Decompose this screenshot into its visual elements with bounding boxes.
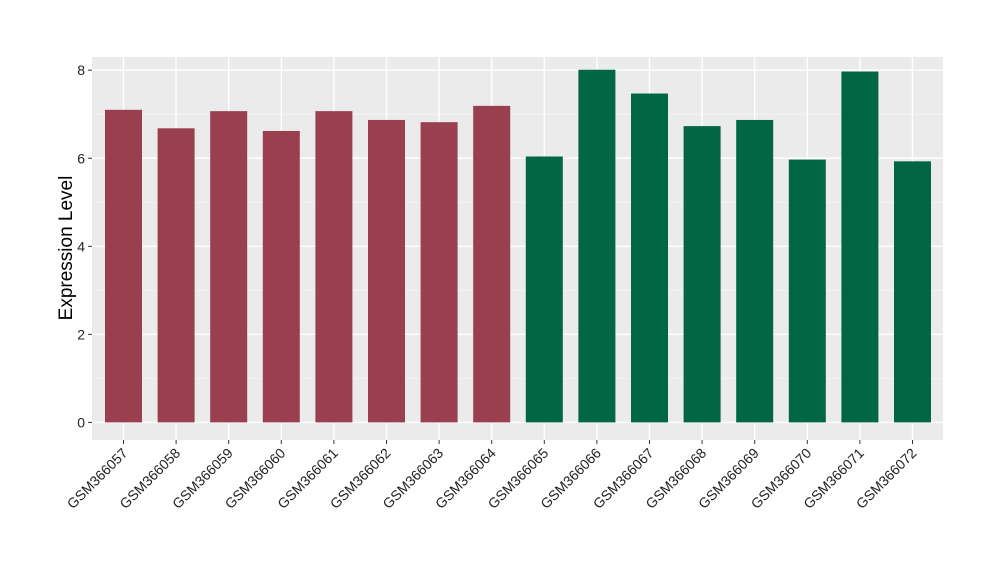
bar-GSM366067 [631, 93, 668, 423]
y-tick-label: 4 [77, 238, 85, 254]
y-tick-label: 6 [77, 150, 85, 166]
y-tick-label: 8 [77, 62, 85, 78]
bar-GSM366066 [578, 69, 616, 423]
y-tick-label: 0 [77, 414, 85, 430]
bar-GSM366059 [210, 111, 248, 423]
y-axis: 0 2 4 6 8 [77, 62, 92, 430]
bar-GSM366057 [105, 109, 142, 423]
y-axis-title: Expression Level [56, 176, 77, 321]
bar-GSM366063 [420, 122, 458, 423]
bars [105, 69, 931, 423]
bar-GSM366069 [736, 119, 774, 423]
bar-GSM366061 [315, 111, 353, 423]
y-tick-label: 2 [77, 326, 85, 342]
bar-GSM366068 [683, 126, 721, 423]
bar-GSM366070 [788, 159, 826, 423]
bar-GSM366071 [841, 71, 879, 423]
bar-GSM366062 [368, 119, 405, 423]
bar-GSM366058 [157, 128, 195, 423]
bar-GSM366072 [894, 161, 931, 423]
bar-GSM366065 [525, 156, 563, 423]
bar-GSM366064 [473, 105, 511, 423]
bar-GSM366060 [262, 130, 300, 423]
x-axis: GSM366057GSM366058GSM366059GSM366060GSM3… [64, 440, 920, 512]
